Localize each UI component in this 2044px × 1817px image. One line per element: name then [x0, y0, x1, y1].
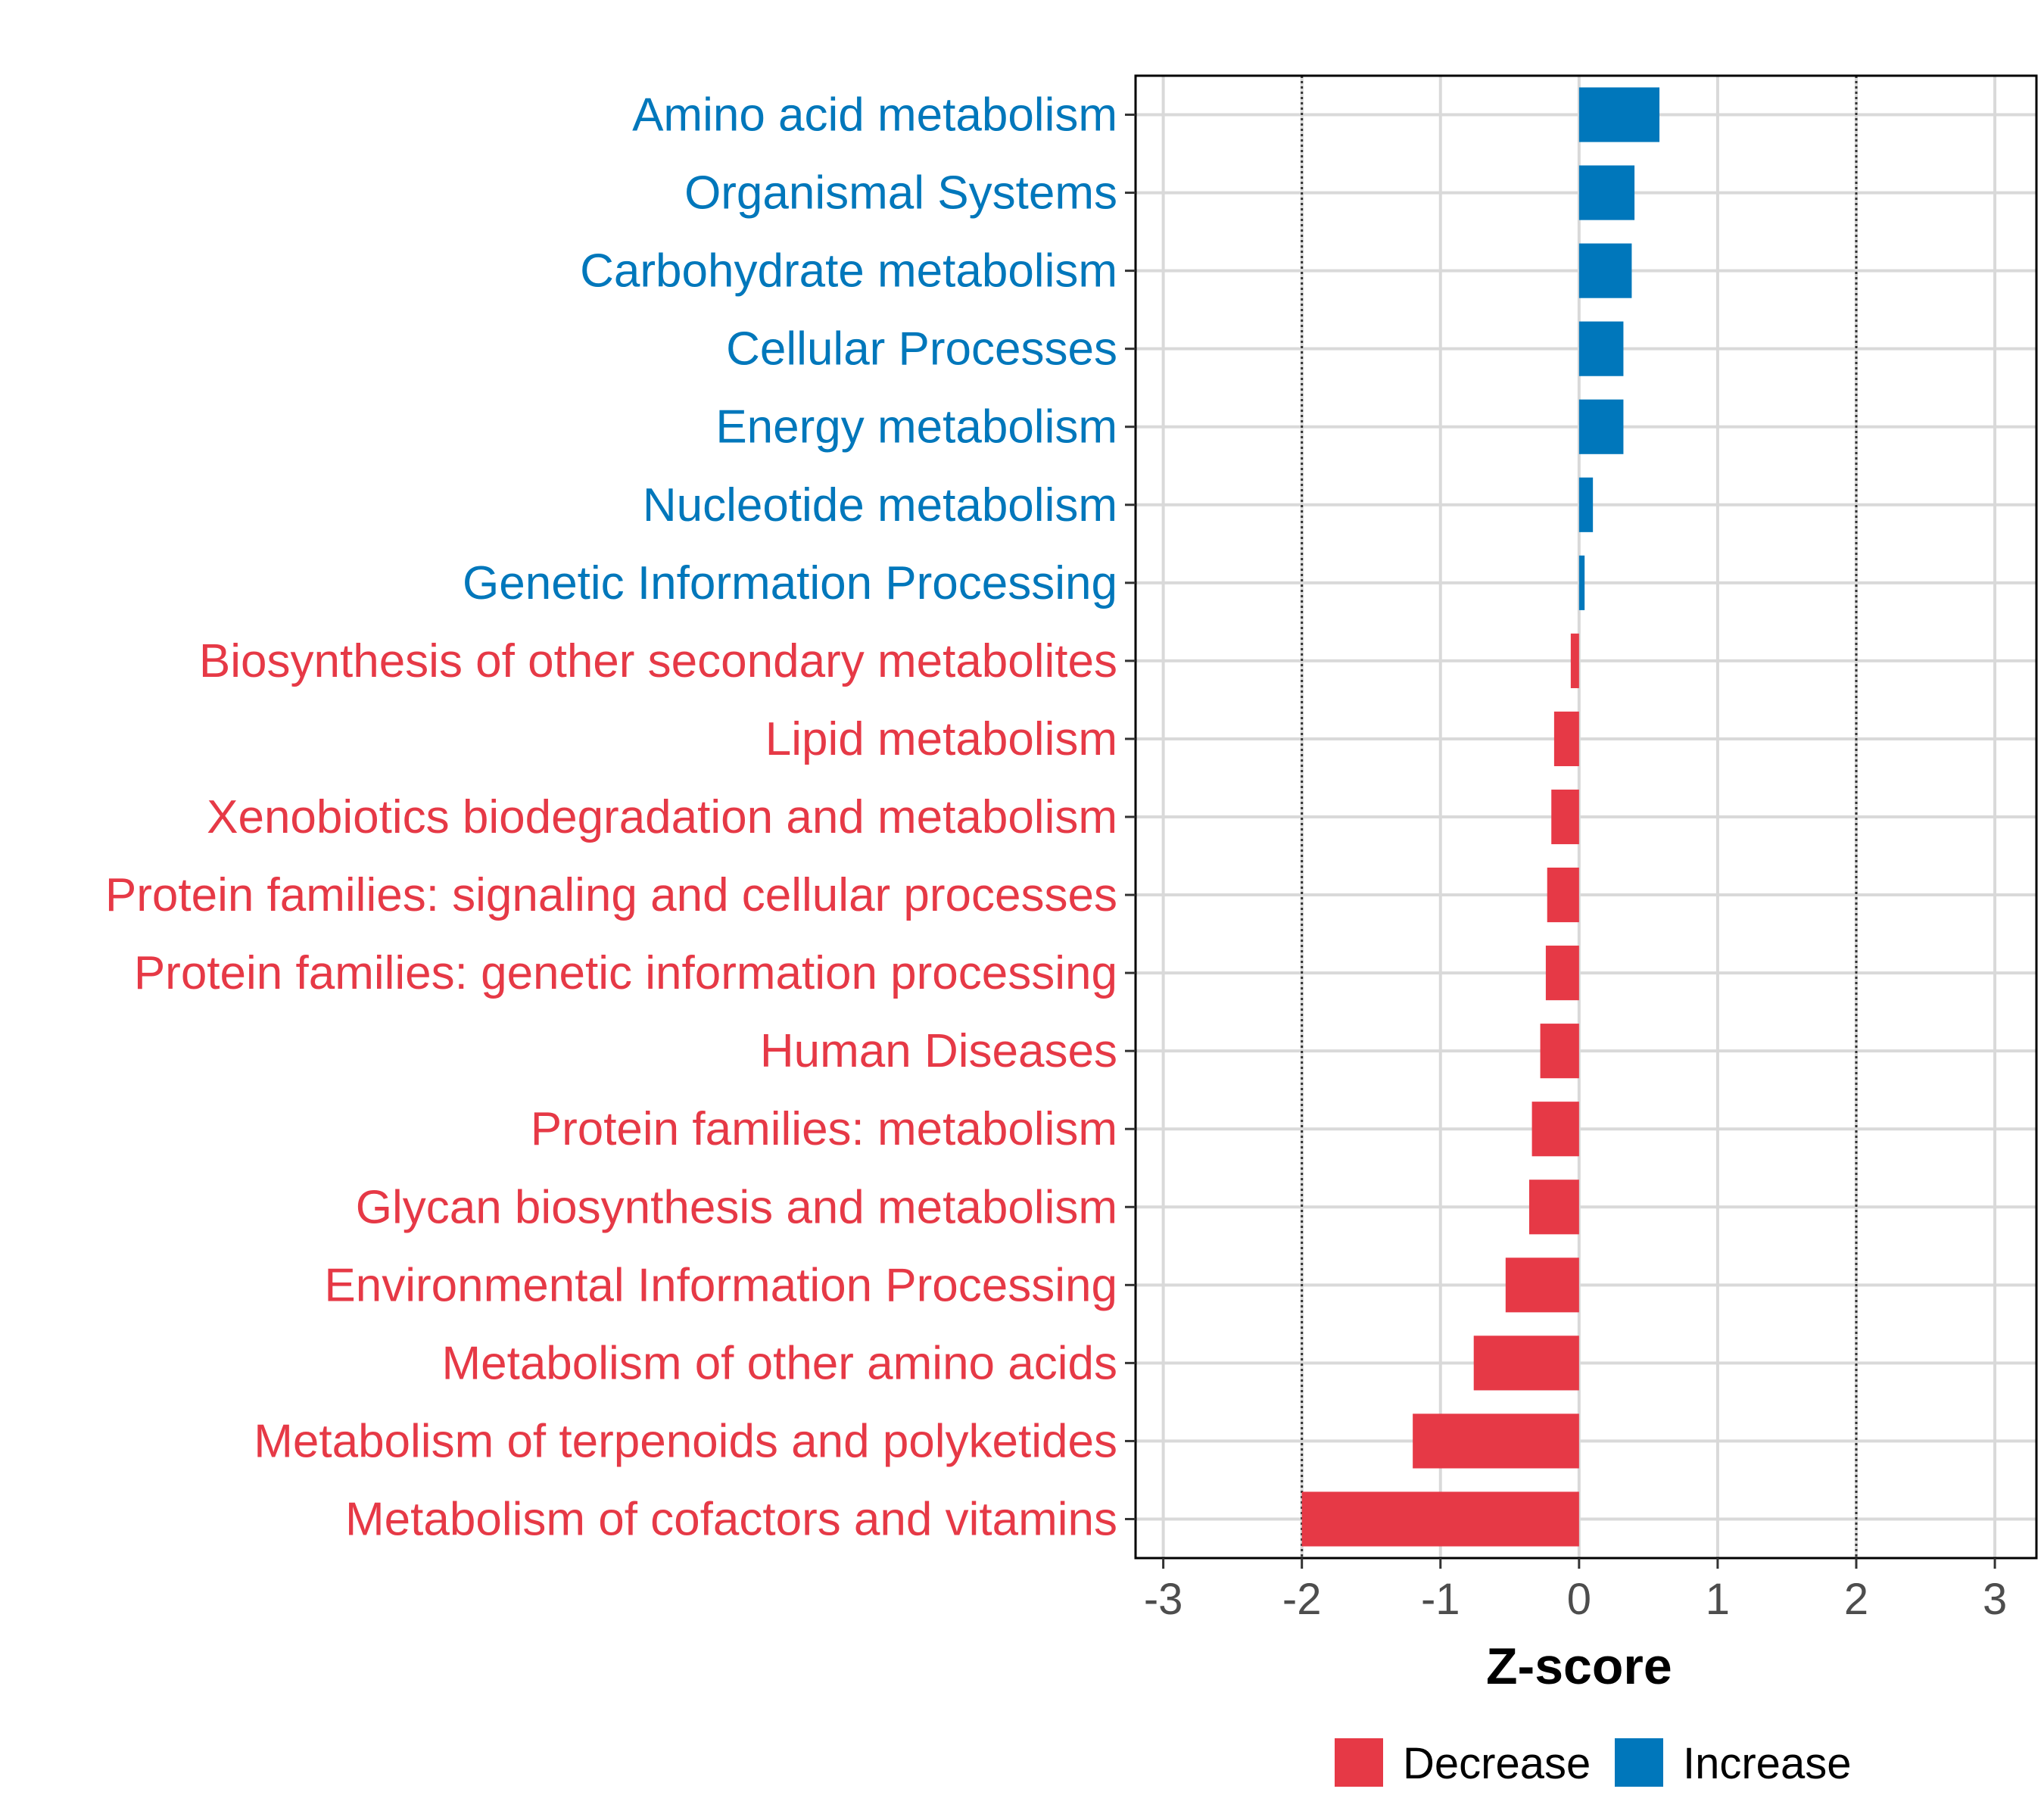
category-label: Carbohydrate metabolism [580, 245, 1117, 298]
category-label: Protein families: signaling and cellular… [105, 869, 1117, 921]
x-tick-label: 3 [1983, 1575, 2007, 1624]
x-tick-label: -3 [1144, 1575, 1183, 1624]
category-label: Xenobiotics biodegradation and metabolis… [207, 791, 1117, 843]
x-tick-label: 1 [1706, 1575, 1730, 1624]
category-label: Genetic Information Processing [463, 557, 1117, 609]
bar [1545, 946, 1579, 1001]
category-label: Metabolism of other amino acids [441, 1337, 1117, 1389]
legend-swatch [1335, 1738, 1383, 1787]
category-label: Metabolism of terpenoids and polyketides [254, 1415, 1117, 1467]
legend: Decrease Increase [1335, 1738, 1851, 1788]
bar [1547, 867, 1579, 923]
bar [1570, 633, 1579, 688]
x-tick-label: 0 [1567, 1575, 1591, 1624]
category-label: Lipid metabolism [765, 713, 1117, 765]
category-label: Human Diseases [760, 1025, 1117, 1077]
category-label: Energy metabolism [715, 401, 1117, 453]
category-label: Cellular Processes [726, 323, 1117, 376]
category-label: Organismal Systems [684, 167, 1117, 220]
bar [1578, 165, 1635, 220]
bar [1531, 1102, 1579, 1157]
bar [1301, 1491, 1579, 1547]
bar [1578, 321, 1624, 376]
category-label: Biosynthesis of other secondary metaboli… [199, 635, 1117, 687]
x-axis-title: Z-score [1486, 1638, 1672, 1695]
category-label: Metabolism of cofactors and vitamins [345, 1493, 1117, 1545]
bar [1528, 1180, 1579, 1235]
category-label: Glycan biosynthesis and metabolism [356, 1181, 1117, 1233]
category-label: Protein families: metabolism [531, 1103, 1117, 1155]
category-label: Environmental Information Processing [324, 1259, 1117, 1311]
bar [1578, 399, 1624, 454]
reference-lines [1301, 76, 1858, 1558]
bar [1553, 711, 1579, 767]
legend-swatch [1615, 1738, 1663, 1787]
category-label: Amino acid metabolism [632, 89, 1117, 142]
bar [1578, 477, 1594, 532]
bar [1578, 87, 1660, 142]
bar [1551, 789, 1579, 845]
x-tick-label: -2 [1282, 1575, 1322, 1624]
legend-label: Increase [1683, 1739, 1851, 1788]
category-label: Protein families: genetic information pr… [134, 947, 1117, 999]
bar [1540, 1024, 1579, 1079]
bar [1505, 1258, 1579, 1313]
x-tick-label: 2 [1844, 1575, 1868, 1624]
category-label: Nucleotide metabolism [643, 479, 1117, 531]
bar [1578, 243, 1632, 298]
x-tick-label: -1 [1421, 1575, 1460, 1624]
bars [1301, 87, 1660, 1547]
bar [1578, 555, 1585, 610]
legend-label: Decrease [1403, 1739, 1591, 1788]
bar [1473, 1335, 1579, 1391]
x-axis-ticks: -3 -2 -1 0 1 2 3 [1144, 1558, 2007, 1624]
bar [1413, 1413, 1579, 1469]
y-axis-ticks: Amino acid metabolism Organismal Systems C… [105, 89, 1136, 1545]
